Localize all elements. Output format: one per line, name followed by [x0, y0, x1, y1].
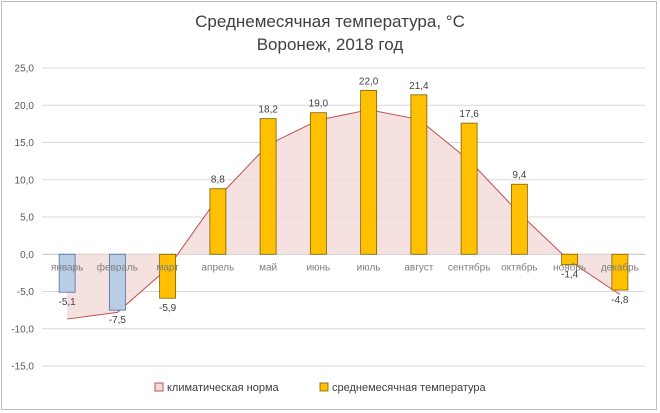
y-tick-label: -15,0 [11, 362, 34, 373]
x-category-label: сентябрь [448, 261, 491, 273]
x-category-label: февраль [97, 261, 138, 273]
bar-5 [309, 112, 327, 255]
x-category-label: март [156, 262, 179, 273]
norm-area [67, 109, 621, 320]
y-tick-label: -5,0 [17, 287, 35, 298]
bar-8 [460, 122, 478, 255]
data-label: -5,9 [159, 303, 177, 314]
y-tick-label: 10,0 [15, 175, 35, 186]
x-axis-categories: январь февраль март апрель май июнь июль август… [51, 261, 639, 273]
legend-swatch-norm [154, 382, 164, 392]
legend-swatch-temp [319, 382, 329, 392]
x-category-label: май [259, 262, 277, 273]
bar-1 [108, 253, 126, 311]
data-label: 8,8 [211, 175, 225, 186]
data-label: 9,4 [512, 170, 526, 181]
legend: климатическая норма среднемесячная темпер… [154, 382, 486, 394]
x-category-label: апрель [201, 262, 234, 273]
y-tick-label: 0,0 [20, 250, 34, 261]
norm-area-fill [67, 109, 620, 320]
data-label: 22,0 [359, 76, 379, 87]
y-tick-label: 5,0 [20, 213, 34, 224]
bar-9 [510, 183, 528, 255]
data-label: -5,1 [59, 297, 77, 308]
y-tick-label: 20,0 [15, 101, 35, 112]
x-category-label: декабрь [601, 261, 639, 273]
x-category-label: август [404, 262, 433, 273]
data-label: -7,5 [109, 315, 127, 326]
legend-label-norm: климатическая норма [167, 382, 280, 394]
legend-label-temp: среднемесячная температура [332, 382, 486, 394]
bars [58, 89, 629, 311]
data-label: -1,4 [561, 270, 579, 281]
x-category-label: январь [51, 262, 83, 273]
data-label: 19,0 [309, 99, 329, 110]
bar-10 [561, 253, 579, 266]
bar-11 [611, 253, 629, 291]
data-label: 17,6 [459, 109, 479, 120]
bar-0 [58, 253, 76, 293]
chart-subtitle: Воронеж, 2018 год [256, 35, 404, 54]
y-tick-label: 15,0 [15, 138, 35, 149]
y-tick-label: -10,0 [11, 324, 34, 335]
bar-4 [259, 118, 277, 255]
bar-7 [410, 94, 428, 255]
bar-6 [360, 89, 378, 255]
y-axis-ticks: -15,0 -10,0 -5,0 0,0 5,0 10,0 15,0 20,0 25,0 [11, 64, 34, 373]
data-label: -4,8 [611, 295, 629, 306]
data-labels: -5,1 -7,5 -5,9 8,8 18,2 19,0 22,0 21,4 17,6 9,4 -1… [59, 76, 629, 326]
data-label: 18,2 [258, 105, 278, 116]
x-category-label: июнь [306, 262, 330, 273]
bar-2 [159, 253, 177, 299]
chart-title: Среднемесячная температура, °С [195, 12, 465, 31]
bar-3 [209, 188, 227, 255]
data-label: 21,4 [409, 81, 429, 92]
y-tick-label: 25,0 [15, 64, 35, 75]
x-category-label: июль [357, 262, 381, 273]
x-category-label: октябрь [501, 261, 538, 273]
x-category-label: ноябрь [553, 261, 586, 273]
